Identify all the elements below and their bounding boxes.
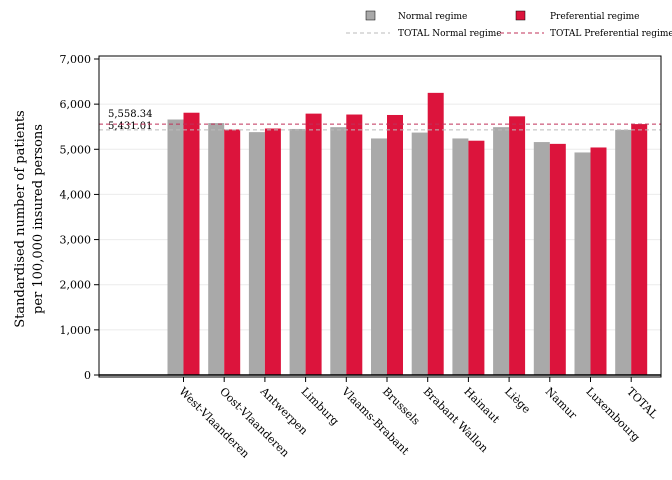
y-tick-label: 0: [84, 369, 91, 382]
legend-label-normal: Normal regime: [398, 12, 467, 22]
bar-normal: [208, 123, 225, 375]
x-tick-label: Hainaut: [461, 385, 502, 426]
bar-preferential: [468, 140, 485, 375]
x-tick-label: Liège: [502, 385, 533, 416]
bar-preferential: [183, 112, 200, 375]
x-tick-label: Namur: [543, 385, 580, 422]
x-tick-label: Brussels: [380, 385, 423, 428]
y-tick-label: 2,000: [60, 279, 92, 292]
bar-normal: [574, 152, 591, 375]
y-axis-label-line-2: per 100,000 insured persons: [31, 124, 46, 314]
plot-frame: [98, 55, 662, 378]
y-tick-label: 5,000: [60, 143, 92, 156]
bar-normal: [493, 127, 510, 375]
bar-preferential: [346, 114, 363, 376]
x-tick-label: TOTAL: [624, 385, 661, 422]
y-tick-label: 4,000: [60, 188, 92, 201]
bar-preferential: [631, 124, 648, 375]
ref-label-total-preferential: 5,558.34: [108, 109, 153, 120]
bar-normal: [452, 138, 469, 375]
bar-normal: [411, 132, 428, 375]
bar-preferential: [224, 129, 241, 375]
y-tick-label: 7,000: [60, 53, 92, 66]
y-tick-label: 1,000: [60, 324, 92, 337]
legend-swatch-normal: [365, 10, 376, 21]
axes: [98, 55, 662, 378]
bar-normal: [330, 127, 347, 375]
reference-lines: 5,431.015,558.34: [99, 109, 661, 132]
bar-normal: [289, 128, 306, 375]
y-tick-label: 3,000: [60, 234, 92, 247]
y-ticks: 0 1,000 2,000 3,000 4,000 5,000 6,000 7,000: [60, 53, 99, 382]
bar-preferential: [387, 114, 403, 375]
bar-preferential: [427, 92, 444, 375]
bar-normal: [167, 119, 184, 376]
x-tick-label: Limburg: [298, 385, 341, 428]
y-tick-label: 6,000: [60, 98, 92, 111]
legend: Normal regime Preferential regime TOTAL …: [346, 10, 672, 39]
legend-label-total-normal: TOTAL Normal regime: [398, 29, 502, 39]
y-axis-label-line-1: Standardised number of patients: [13, 110, 28, 327]
x-tick-label: Oost-Vlaanderen: [217, 385, 292, 460]
bar-preferential: [305, 113, 322, 375]
bar-preferential: [264, 128, 281, 375]
x-tick-label: West-Vlaanderen: [176, 385, 252, 461]
bar-normal: [371, 138, 387, 375]
bar-preferential: [549, 143, 566, 375]
x-tick-label: Vlaams-Brabant: [338, 384, 412, 458]
bar-preferential: [590, 147, 607, 375]
legend-swatch-preferential: [515, 10, 526, 21]
ref-label-total-normal: 5,431.01: [108, 121, 153, 132]
bar-preferential: [509, 116, 526, 376]
legend-label-total-preferential: TOTAL Preferential regime: [550, 29, 672, 39]
bar-normal: [533, 142, 550, 375]
bar-normal: [248, 132, 265, 375]
legend-label-preferential: Preferential regime: [550, 12, 640, 22]
x-ticks: West-VlaanderenOost-VlaanderenAntwerpenL…: [176, 377, 661, 461]
bars: [167, 92, 648, 376]
bar-normal: [615, 129, 632, 375]
